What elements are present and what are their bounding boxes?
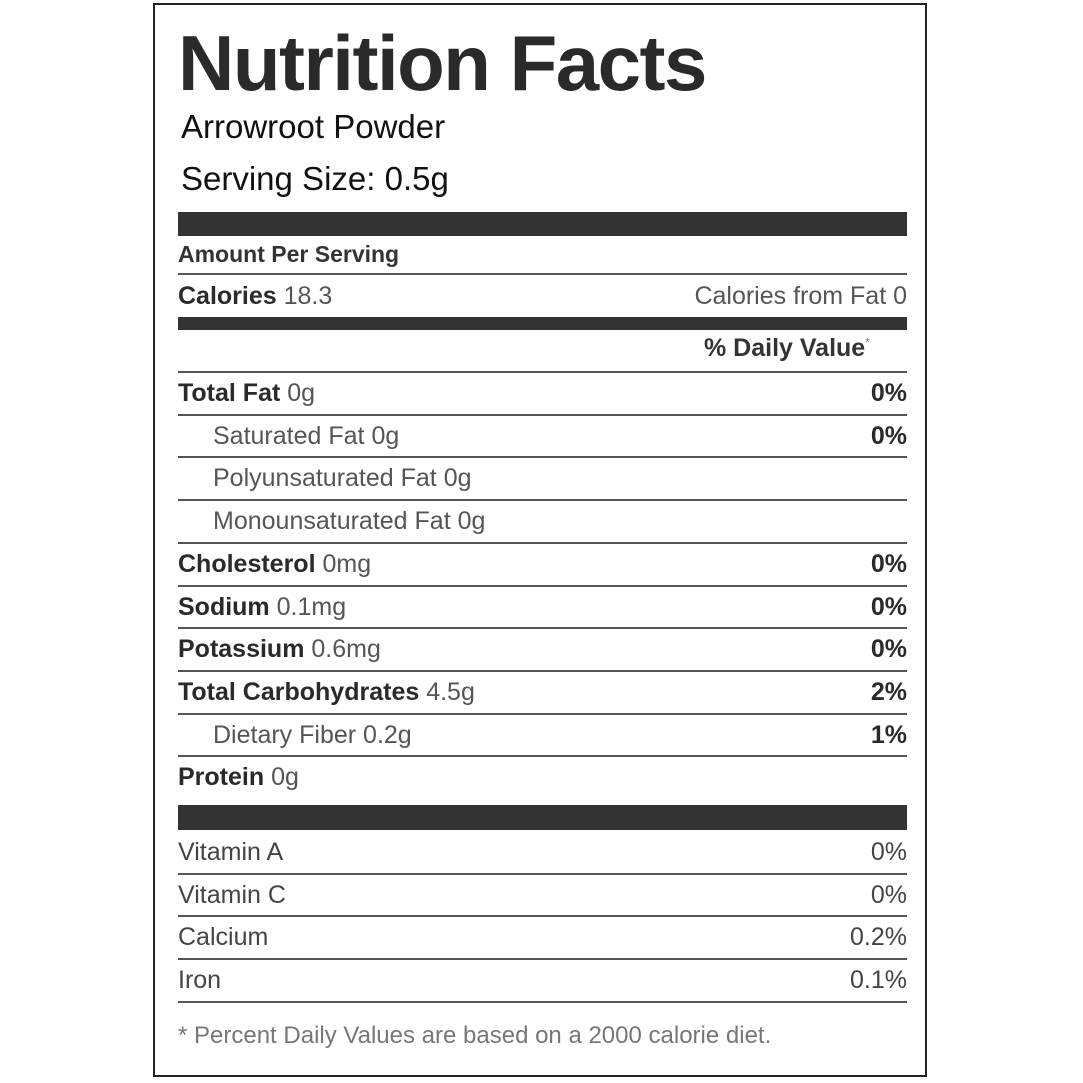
rule <box>178 755 907 758</box>
thick-bar <box>178 805 907 830</box>
rule <box>178 1000 907 1003</box>
nutrient-text: Protein 0g <box>178 763 299 791</box>
rule <box>178 958 907 961</box>
rule <box>178 499 907 502</box>
nutrient-percent: 2% <box>870 677 907 706</box>
nutrient-text: Monounsaturated Fat 0g <box>178 507 485 535</box>
daily-value-header: % Daily Value* <box>704 334 870 363</box>
nutrient-amount: 0g <box>371 421 400 450</box>
nutrient-text: Total Fat 0g <box>178 379 315 407</box>
nutrient-text: Polyunsaturated Fat 0g <box>178 464 472 492</box>
nutrient-percent: 0% <box>870 592 907 621</box>
nutrient-amount: 0.1mg <box>276 592 347 621</box>
nutrient-name: Saturated Fat <box>213 421 365 450</box>
nutrient-percent: 0% <box>870 379 907 407</box>
rule <box>178 627 907 630</box>
thick-bar <box>178 212 907 236</box>
nutrient-percent: 0% <box>870 421 907 450</box>
nutrient-amount: 0.2g <box>363 720 412 749</box>
vitamin-name: Calcium <box>178 923 269 952</box>
vitamin-row: Calcium 0.2% <box>178 916 907 958</box>
nutrient-row: Sodium 0.1mg 0% <box>178 586 907 628</box>
nutrient-name: Protein <box>178 763 265 792</box>
daily-value-label: % Daily Value <box>704 334 866 362</box>
rule <box>178 872 907 875</box>
medium-bar <box>178 317 907 330</box>
rule <box>178 712 907 715</box>
nutrient-name: Polyunsaturated Fat <box>213 464 437 493</box>
nutrient-row: Monounsaturated Fat 0g <box>178 500 907 542</box>
vitamin-name: Iron <box>178 966 222 995</box>
nutrient-name: Cholesterol <box>178 549 316 578</box>
rule <box>178 413 907 416</box>
nutrient-name: Potassium <box>178 635 305 664</box>
nutrient-name: Total Fat <box>178 379 281 407</box>
nutrient-row: Total Fat 0g 0% <box>178 372 907 414</box>
calories-value: 18.3 <box>283 282 333 310</box>
rule <box>178 273 907 275</box>
title: Nutrition Facts <box>178 19 707 107</box>
nutrient-text: Sodium 0.1mg <box>178 593 346 621</box>
nutrient-text: Potassium 0.6mg <box>178 635 381 663</box>
nutrient-text: Total Carbohydrates 4.5g <box>178 678 475 706</box>
vitamin-row: Vitamin A 0% <box>178 831 907 873</box>
nutrient-row: Dietary Fiber 0.2g 1% <box>178 714 907 756</box>
nutrient-amount: 4.5g <box>426 677 475 706</box>
nutrient-row: Potassium 0.6mg 0% <box>178 628 907 670</box>
nutrient-amount: 0g <box>443 464 472 493</box>
rule <box>178 541 907 544</box>
nutrient-name: Total Carbohydrates <box>178 677 420 706</box>
nutrient-text: Dietary Fiber 0.2g <box>178 721 412 749</box>
footnote: * Percent Daily Values are based on a 20… <box>178 1022 772 1049</box>
vitamin-name: Vitamin A <box>178 838 284 866</box>
calories-row: Calories 18.3 Calories from Fat 0 <box>178 275 907 317</box>
rule <box>178 456 907 459</box>
asterisk: * <box>865 335 870 350</box>
calories-label: Calories <box>178 282 277 310</box>
nutrient-name: Dietary Fiber <box>213 720 357 749</box>
rule <box>178 915 907 918</box>
rule <box>178 669 907 672</box>
amount-per-serving: Amount Per Serving <box>178 241 400 267</box>
nutrient-percent: 0% <box>870 549 907 578</box>
nutrient-amount: 0g <box>457 507 486 536</box>
nutrient-name: Monounsaturated Fat <box>213 507 451 536</box>
calories-from-fat: Calories from Fat 0 <box>694 282 907 310</box>
nutrient-percent: 1% <box>870 720 907 749</box>
nutrient-row: Polyunsaturated Fat 0g <box>178 457 907 499</box>
rule <box>178 371 907 373</box>
nutrient-amount: 0g <box>287 379 316 407</box>
vitamin-percent: 0.1% <box>850 966 907 995</box>
nutrient-amount: 0mg <box>322 549 372 578</box>
nutrient-row: Total Carbohydrates 4.5g 2% <box>178 671 907 713</box>
label-border <box>153 3 927 1077</box>
vitamin-row: Iron 0.1% <box>178 959 907 1001</box>
nutrient-row: Cholesterol 0mg 0% <box>178 543 907 585</box>
vitamin-percent: 0% <box>870 880 907 909</box>
nutrient-row: Protein 0g <box>178 756 907 798</box>
vitamin-percent: 0.2% <box>850 923 907 952</box>
rule <box>178 584 907 587</box>
serving-size: Serving Size: 0.5g <box>181 160 449 197</box>
nutrient-amount: 0.6mg <box>311 635 381 664</box>
vitamin-row: Vitamin C 0% <box>178 874 907 916</box>
nutrient-amount: 0g <box>271 763 299 792</box>
product-name: Arrowroot Powder <box>181 108 446 145</box>
vitamin-name: Vitamin C <box>178 880 286 909</box>
vitamin-percent: 0% <box>870 838 907 866</box>
nutrient-text: Cholesterol 0mg <box>178 550 371 578</box>
nutrient-text: Saturated Fat 0g <box>178 422 399 450</box>
nutrient-name: Sodium <box>178 592 270 621</box>
nutrient-percent: 0% <box>870 635 907 664</box>
nutrient-row: Saturated Fat 0g 0% <box>178 415 907 457</box>
